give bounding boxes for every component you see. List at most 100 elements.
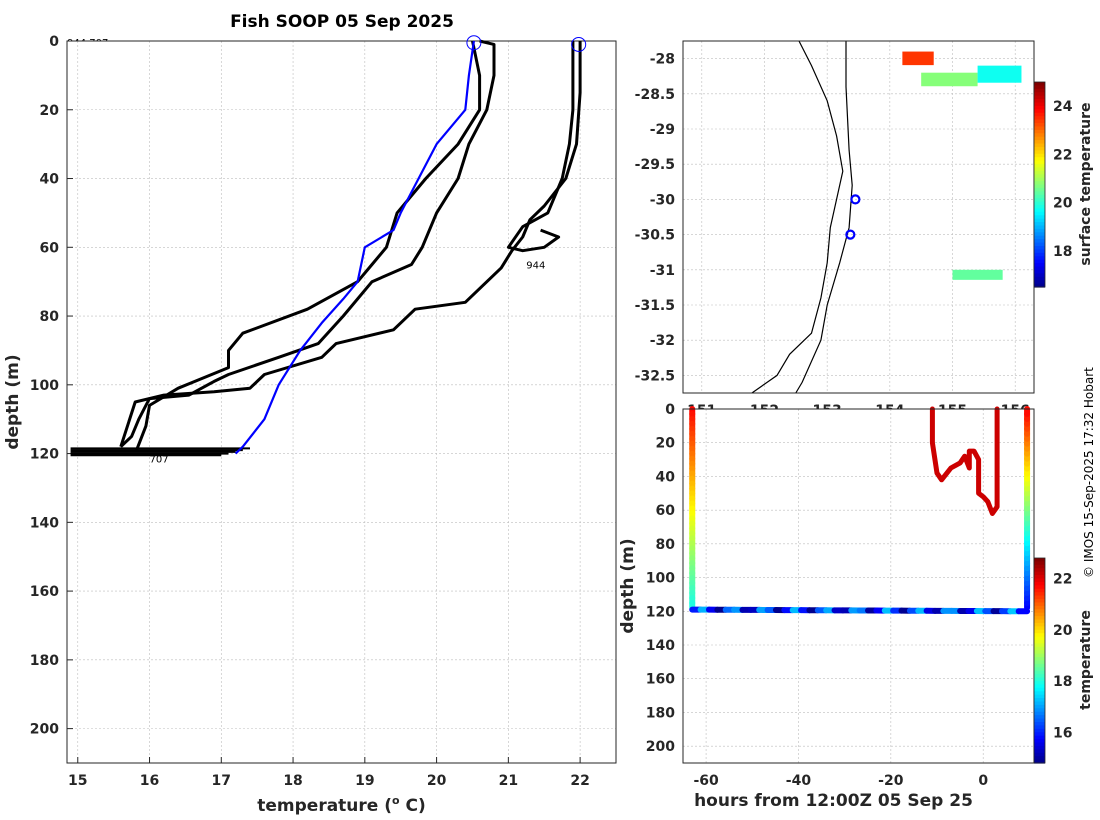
colorbar-segment <box>1034 745 1045 750</box>
x-tick-label: 22 <box>570 773 589 789</box>
td-x-tick-label: 0 <box>978 773 988 789</box>
colorbar-segment <box>1034 276 1045 281</box>
colorbar-segment <box>1034 95 1045 100</box>
colorbar-segment <box>1034 711 1045 716</box>
colorbar-segment <box>1034 742 1045 747</box>
colorbar-segment <box>1034 575 1045 580</box>
colorbar-segment <box>1034 732 1045 737</box>
colorbar-segment <box>1034 198 1045 203</box>
colorbar-segment <box>1034 246 1045 251</box>
surface-marker <box>571 36 587 52</box>
colorbar-segment <box>1034 160 1045 165</box>
map-y-tick-label: -31 <box>650 263 675 279</box>
colorbar-segment <box>1034 756 1045 761</box>
y-tick-label: 180 <box>30 653 59 669</box>
colorbar-segment <box>1034 126 1045 131</box>
colorbar-segment <box>1034 157 1045 162</box>
colorbar-segment <box>1034 684 1045 689</box>
colorbar-segment <box>1034 564 1045 569</box>
colorbar-segment <box>1034 99 1045 104</box>
colorbar-segment <box>1034 215 1045 220</box>
colorbar-segment <box>1034 568 1045 573</box>
colorbar-segment <box>1034 174 1045 179</box>
x-axis-label: temperature (o C) <box>257 794 426 816</box>
colorbar-segment <box>1034 691 1045 696</box>
colorbar-segment <box>1034 102 1045 107</box>
credit-text: © IMOS 15-Sep-2025 17:32 Hobart <box>1082 367 1096 578</box>
sst-patch <box>952 269 1003 280</box>
colorbar-segment <box>1034 609 1045 614</box>
colorbar-segment <box>1034 722 1045 727</box>
map-background <box>683 41 1034 393</box>
colorbar-tick-label: 20 <box>1053 623 1073 639</box>
colorbar-segment <box>1034 249 1045 254</box>
colorbar-segment <box>1034 140 1045 145</box>
y-tick-label: 80 <box>40 309 60 325</box>
colorbar-tick-label: 18 <box>1053 674 1072 690</box>
colorbar-segment <box>1034 681 1045 686</box>
td-y-tick-label: 200 <box>646 739 675 755</box>
map-colorbar: 24 22 20 18 surface temperature <box>1033 81 1094 288</box>
shelf-contour <box>795 41 853 394</box>
colorbar-segment <box>1034 92 1045 97</box>
coastline <box>751 40 844 394</box>
colorbar-segment <box>1034 660 1045 665</box>
colorbar-segment <box>1034 187 1045 192</box>
profile-line <box>234 40 475 455</box>
td-y-tick-label: 80 <box>656 537 676 553</box>
map-y-tick-label: -31.5 <box>635 298 675 314</box>
colorbar-segment <box>1034 694 1045 699</box>
colorbar-segment <box>1034 266 1045 271</box>
colorbar-segment <box>1034 82 1045 87</box>
map-y-tick-label: -29.5 <box>635 157 675 173</box>
colorbar-segment <box>1034 239 1045 244</box>
colorbar-tick-label: 20 <box>1053 196 1073 212</box>
profile-plot: 15 16 17 18 19 20 21 22 0 20 40 60 80 100 120 140 160 180… <box>3 34 617 816</box>
sst-patch <box>977 65 1022 83</box>
x-tick-label: 18 <box>283 773 302 789</box>
td-colorbar: 22 20 18 16 temperature <box>1033 557 1094 764</box>
colorbar-segment <box>1034 232 1045 237</box>
x-tick-label: 17 <box>212 773 231 789</box>
plot-background <box>67 41 616 763</box>
colorbar-segment <box>1034 561 1045 566</box>
colorbar-segment <box>1034 592 1045 597</box>
colorbar-segment <box>1034 194 1045 199</box>
colorbar-tick-label: 18 <box>1053 244 1072 260</box>
x-tick-label: 19 <box>355 773 374 789</box>
colorbar-segment <box>1034 269 1045 274</box>
colorbar-segment <box>1034 718 1045 723</box>
colorbar-segment <box>1034 701 1045 706</box>
colorbar-segment <box>1034 612 1045 617</box>
colorbar-segment <box>1034 670 1045 675</box>
td-background <box>683 409 1034 763</box>
colorbar-segment <box>1034 235 1045 240</box>
colorbar-segment <box>1034 749 1045 754</box>
colorbar-tick-label: 24 <box>1053 99 1073 115</box>
colorbar-segment <box>1034 602 1045 607</box>
colorbar-segment <box>1034 273 1045 278</box>
colorbar-segment <box>1034 256 1045 261</box>
colorbar-segment <box>1034 667 1045 672</box>
colorbar-segment <box>1034 739 1045 744</box>
colorbar-segment <box>1034 218 1045 223</box>
map-y-tick-label: -30.5 <box>635 228 675 244</box>
x-axis-label-tail: C) <box>400 796 426 816</box>
figure-title: Fish SOOP 05 Sep 2025 <box>230 12 454 32</box>
colorbar-segment <box>1034 578 1045 583</box>
colorbar-segment <box>1034 129 1045 134</box>
colorbar-segment <box>1034 205 1045 210</box>
colorbar-segment <box>1034 650 1045 655</box>
colorbar-segment <box>1034 280 1045 285</box>
colorbar-segment <box>1034 123 1045 128</box>
colorbar-segment <box>1034 116 1045 121</box>
colorbar-segment <box>1034 184 1045 189</box>
depth-track-2 <box>929 406 1000 516</box>
colorbar-segment <box>1034 581 1045 586</box>
colorbar-segment <box>1034 735 1045 740</box>
colorbar-segment <box>1034 752 1045 757</box>
y-axis-label: depth (m) <box>3 354 23 449</box>
colorbar-segment <box>1034 150 1045 155</box>
colorbar-segment <box>1034 595 1045 600</box>
x-tick-label: 21 <box>499 773 518 789</box>
